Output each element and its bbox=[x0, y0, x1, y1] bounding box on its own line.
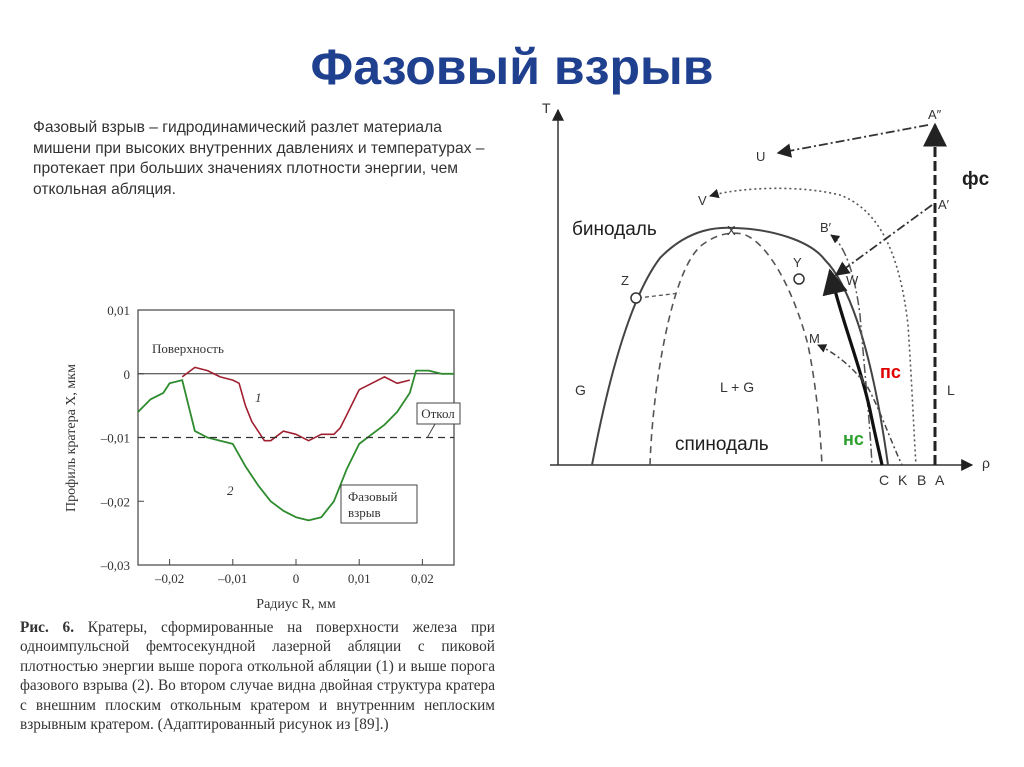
ps-path-lower bbox=[859, 374, 903, 466]
t-axis-label: T bbox=[542, 100, 551, 116]
x-tick-label: 0 bbox=[293, 571, 300, 586]
label-bp: B′ bbox=[820, 220, 832, 235]
label-v: V bbox=[698, 193, 707, 208]
label-spinodal: спинодаль bbox=[675, 434, 769, 455]
label-m: M bbox=[809, 331, 820, 346]
label-explosion-line2: взрыв bbox=[348, 505, 381, 520]
label-g: G bbox=[575, 382, 586, 398]
label-lg: L + G bbox=[720, 379, 754, 395]
series-2-line bbox=[137, 369, 454, 522]
y-tick-label: –0,02 bbox=[100, 494, 130, 509]
ns-isentrope bbox=[822, 268, 884, 466]
dotted-isentrope bbox=[709, 187, 917, 466]
label-x: X bbox=[727, 223, 736, 238]
label-ps: пс bbox=[880, 362, 901, 382]
curve2-label: 2 bbox=[227, 483, 234, 498]
label-app: A″ bbox=[928, 107, 942, 122]
label-y: Y bbox=[793, 255, 802, 270]
label-spall: Откол bbox=[421, 406, 455, 421]
arrow-app-u bbox=[776, 124, 929, 158]
label-z: Z bbox=[621, 273, 629, 288]
label-surface: Поверхность bbox=[152, 341, 224, 356]
spall-pointer bbox=[426, 423, 436, 439]
binodal-curve bbox=[591, 226, 889, 466]
caption-label: Рис. 6. bbox=[20, 619, 75, 636]
label-w: W bbox=[846, 273, 859, 288]
x-tick-label: 0,01 bbox=[348, 571, 371, 586]
arrow-ap-w bbox=[834, 204, 933, 276]
ps-path-upper bbox=[817, 344, 866, 386]
label-ap: A′ bbox=[938, 197, 950, 212]
phase-diagram: T ρ U V X Z Y W M B′ A″ A′ G L + G L C K… bbox=[542, 100, 990, 488]
point-z bbox=[630, 292, 642, 304]
explosion-label-box bbox=[340, 484, 418, 524]
crater-profile-chart: 0,010–0,01–0,02–0,03–0,02 –0,01 0 0,01 0,02 … bbox=[64, 303, 461, 612]
crater-ylabel: Профиль кратера X, мкм bbox=[64, 364, 79, 512]
label-explosion-line1: Фазовый bbox=[348, 489, 397, 504]
figure-caption: Рис. 6. Кратеры, сформированные на повер… bbox=[20, 618, 495, 734]
y-tick-label: 0 bbox=[124, 367, 131, 382]
x-tick-label: 0,02 bbox=[411, 571, 434, 586]
y-tick-label: –0,01 bbox=[100, 431, 130, 446]
intro-paragraph: Фазовый взрыв – гидродинамический разлет… bbox=[33, 119, 485, 198]
label-k: K bbox=[898, 472, 908, 488]
y-tick-label: 0,01 bbox=[107, 303, 130, 318]
spinodal-curve bbox=[649, 232, 823, 466]
spall-label-box bbox=[416, 402, 461, 425]
curve1-label: 1 bbox=[255, 390, 262, 405]
slide-title: Фазовый взрыв bbox=[310, 39, 714, 95]
dashdot-isentrope-b bbox=[830, 234, 873, 466]
label-a: A bbox=[935, 472, 945, 488]
z-connector bbox=[637, 292, 681, 299]
label-fs: фс bbox=[962, 169, 990, 190]
point-y bbox=[793, 273, 805, 285]
caption-text: Кратеры, сформированные на поверхности ж… bbox=[20, 619, 495, 734]
label-ns: нс bbox=[843, 429, 864, 449]
crater-xlabel: Радиус R, мм bbox=[256, 597, 336, 612]
x-tick-label: –0,01 bbox=[217, 571, 247, 586]
x-tick-label: –0,02 bbox=[154, 571, 184, 586]
label-b: B bbox=[917, 472, 926, 488]
label-l: L bbox=[947, 382, 955, 398]
label-u: U bbox=[756, 149, 765, 164]
rho-axis-label: ρ bbox=[982, 455, 990, 471]
y-tick-label: –0,03 bbox=[100, 558, 130, 573]
series-1-line bbox=[181, 366, 410, 442]
label-binodal: бинодаль bbox=[572, 219, 657, 240]
label-c: C bbox=[879, 472, 889, 488]
